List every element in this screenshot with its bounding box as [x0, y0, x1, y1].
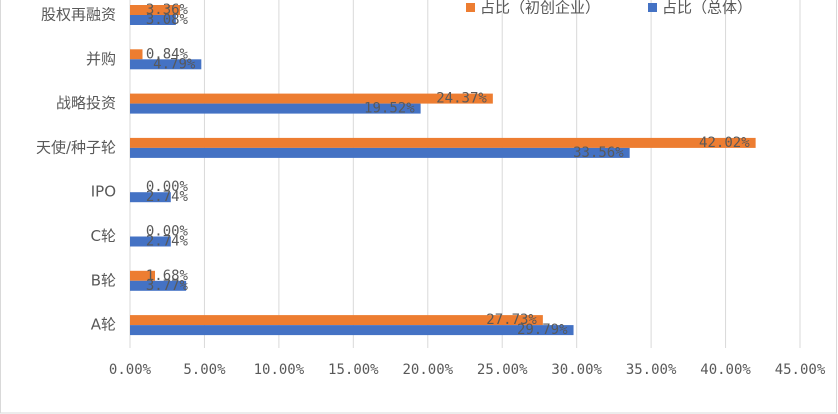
bar — [130, 137, 756, 148]
bar — [130, 59, 202, 70]
x-tick-label: 30.00% — [551, 362, 602, 378]
y-tick-label: 战略投资 — [56, 94, 116, 112]
bar — [130, 103, 421, 114]
x-tick-label: 45.00% — [775, 362, 826, 378]
x-tick-label: 25.00% — [477, 362, 528, 378]
x-tick-label: 5.00% — [183, 362, 226, 378]
bar — [130, 325, 574, 336]
bar — [130, 236, 171, 247]
y-tick-label: 并购 — [86, 50, 116, 68]
data-label: 2.74% — [146, 234, 189, 250]
bar — [130, 5, 181, 15]
x-tick-label: 0.00% — [109, 362, 152, 378]
data-label: 2.74% — [146, 189, 189, 205]
bar — [130, 315, 543, 326]
x-tick-label: 15.00% — [328, 362, 379, 378]
data-label: 27.73% — [486, 312, 537, 328]
legend-label: 占比（初创企业） — [480, 0, 600, 17]
y-tick-label: A轮 — [91, 316, 116, 334]
data-label: 0.00% — [146, 179, 189, 195]
bar — [130, 49, 143, 60]
bar — [130, 93, 493, 104]
bar — [130, 270, 156, 281]
bar — [130, 147, 630, 158]
y-tick-label: C轮 — [91, 227, 116, 245]
y-tick-label: 股权再融资 — [41, 6, 116, 24]
data-label: 1.68% — [146, 268, 189, 284]
x-tick-label: 40.00% — [700, 362, 751, 378]
x-tick-label: 35.00% — [626, 362, 677, 378]
y-tick-label: IPO — [91, 183, 116, 201]
x-tick-label: 20.00% — [402, 362, 453, 378]
data-label: 3.08% — [146, 12, 189, 28]
data-label: 24.37% — [436, 91, 487, 107]
data-label: 0.00% — [146, 224, 189, 240]
legend-label: 占比（总体） — [662, 0, 752, 17]
y-tick-label: 天使/种子轮 — [36, 138, 116, 156]
legend-swatch — [466, 3, 475, 12]
x-tick-label: 10.00% — [254, 362, 305, 378]
y-tick-label: B轮 — [91, 271, 116, 289]
data-label: 29.79% — [517, 322, 568, 338]
data-label: 42.02% — [699, 135, 750, 151]
legend-swatch — [648, 3, 657, 12]
data-label: 19.52% — [364, 101, 415, 117]
data-label: 4.79% — [153, 56, 196, 72]
data-label: 3.77% — [146, 278, 189, 294]
bar — [130, 280, 187, 291]
bar — [130, 192, 171, 203]
data-label: 33.56% — [573, 145, 624, 161]
data-label: 3.36% — [146, 2, 189, 18]
bar — [130, 15, 176, 25]
data-label: 0.84% — [146, 46, 189, 62]
